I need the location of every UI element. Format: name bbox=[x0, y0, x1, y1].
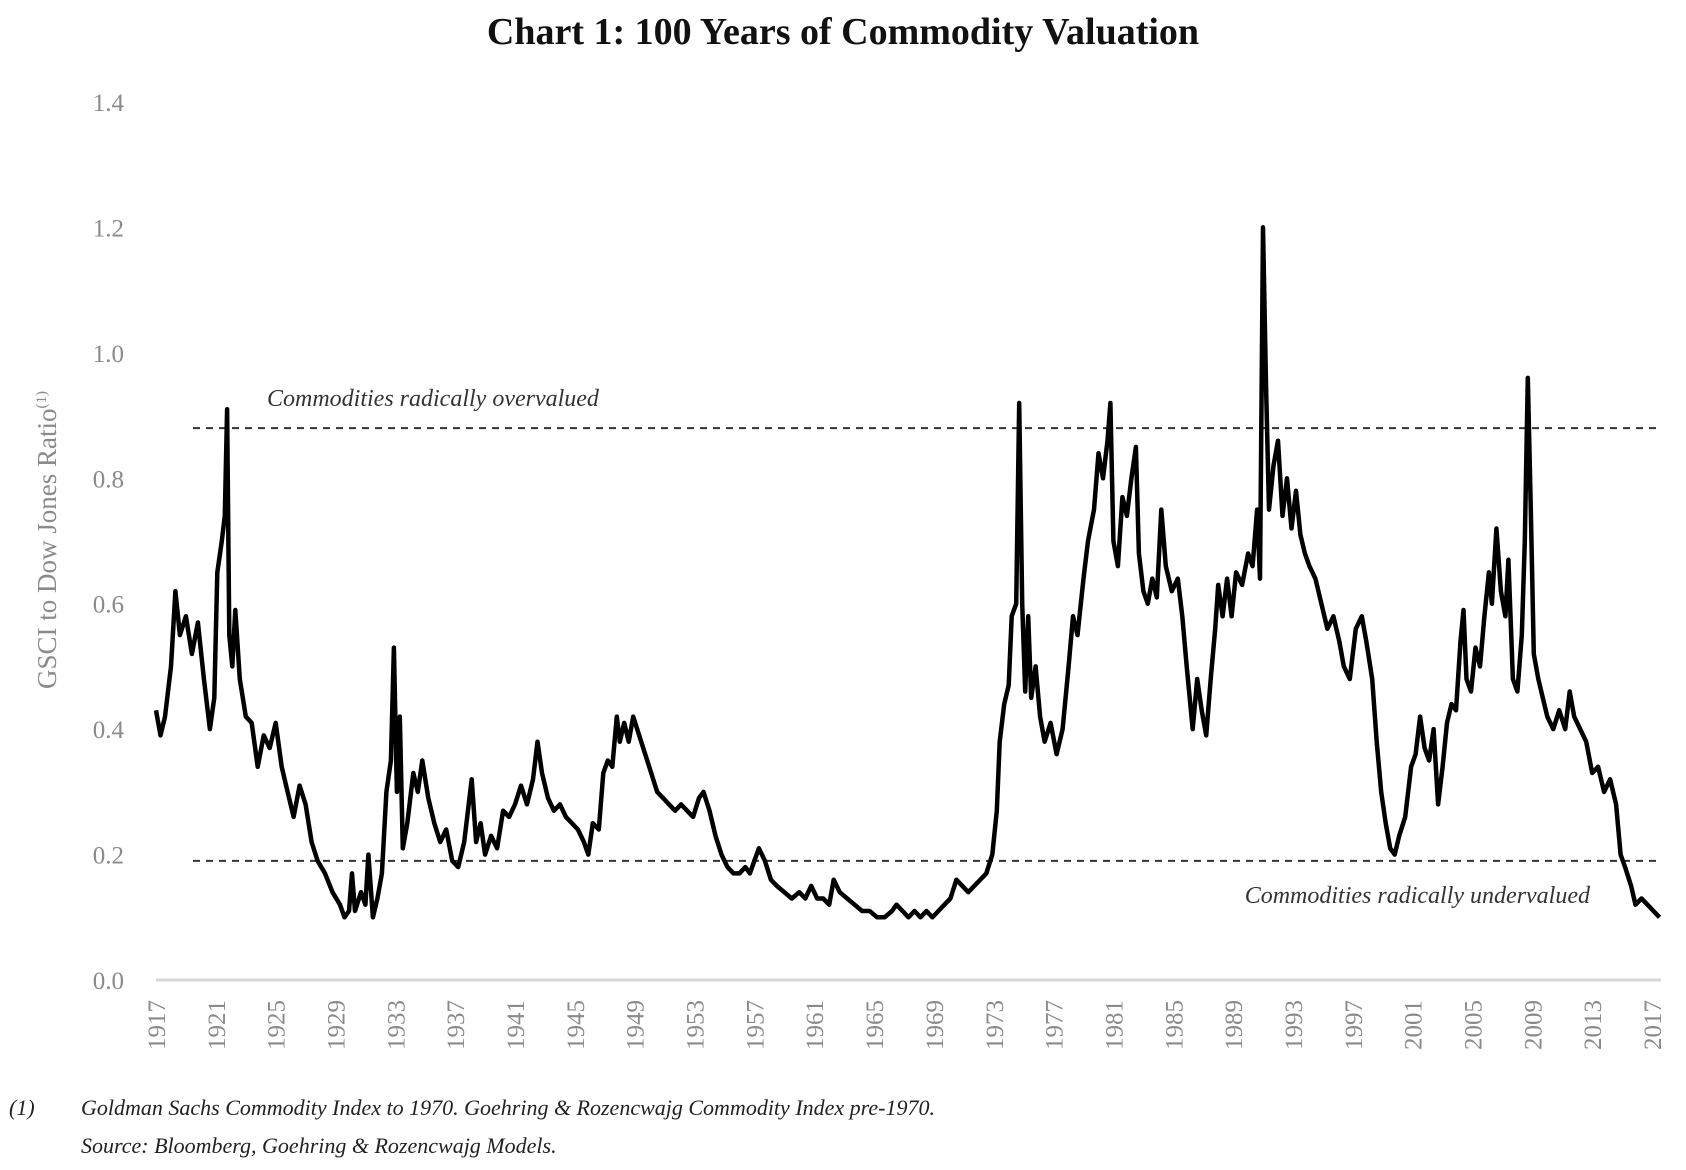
x-tick-label: 1977 bbox=[1042, 1000, 1069, 1050]
x-tick-label: 1997 bbox=[1341, 1000, 1368, 1050]
x-tick-label: 1985 bbox=[1161, 1000, 1188, 1050]
y-tick-label: 1.2 bbox=[93, 215, 124, 242]
y-axis-label-text: GSCI to Dow Jones Ratio bbox=[32, 408, 62, 689]
x-tick-label: 2005 bbox=[1460, 1000, 1487, 1050]
x-tick-label: 2013 bbox=[1580, 1000, 1607, 1050]
x-tick-label: 1969 bbox=[922, 1000, 949, 1050]
x-tick-label: 1929 bbox=[324, 1000, 351, 1050]
x-axis-ticks: 1917 1921 1925 1929 1933 1937 1941 1945 1949 1953… bbox=[144, 1000, 1667, 1050]
x-tick-label: 1941 bbox=[503, 1000, 530, 1050]
x-tick-label: 1933 bbox=[383, 1000, 410, 1050]
x-tick-label: 1961 bbox=[802, 1000, 829, 1050]
x-tick-label: 1937 bbox=[443, 1000, 470, 1050]
x-tick-label: 1981 bbox=[1101, 1000, 1128, 1050]
x-tick-label: 1925 bbox=[264, 1000, 291, 1050]
y-tick-label: 1.4 bbox=[93, 90, 125, 117]
x-tick-label: 2001 bbox=[1401, 1000, 1428, 1050]
series-line bbox=[153, 225, 1662, 920]
reference-line-label: Commodities radically undervalued bbox=[1245, 883, 1591, 909]
y-axis-label: GSCI to Dow Jones Ratio(1) bbox=[32, 391, 62, 689]
y-tick-label: 0.6 bbox=[93, 592, 124, 619]
footnote-source: Source: Bloomberg, Goehring & Rozencwajg… bbox=[81, 1133, 557, 1158]
x-tick-label: 1957 bbox=[742, 1000, 769, 1050]
y-tick-label: 0.8 bbox=[93, 466, 124, 493]
y-tick-label: 0.0 bbox=[93, 968, 124, 995]
x-tick-label: 2009 bbox=[1520, 1000, 1547, 1050]
reference-lines: Commodities radically overvalued Commodit… bbox=[193, 386, 1661, 909]
x-tick-label: 1945 bbox=[563, 1000, 590, 1050]
x-tick-label: 2017 bbox=[1640, 1000, 1667, 1050]
x-tick-label: 1949 bbox=[623, 1000, 650, 1050]
y-tick-label: 0.2 bbox=[93, 843, 124, 870]
x-tick-label: 1953 bbox=[683, 1000, 710, 1050]
x-tick-label: 1965 bbox=[862, 1000, 889, 1050]
x-tick-label: 1921 bbox=[204, 1000, 231, 1050]
x-tick-label: 1993 bbox=[1281, 1000, 1308, 1050]
footnote-marker: (1) bbox=[9, 1095, 35, 1120]
x-tick-label: 1973 bbox=[982, 1000, 1009, 1050]
footnote-line-1: Goldman Sachs Commodity Index to 1970. G… bbox=[81, 1095, 936, 1120]
y-tick-label: 1.0 bbox=[93, 341, 124, 368]
x-tick-label: 1989 bbox=[1221, 1000, 1248, 1050]
reference-line-label: Commodities radically overvalued bbox=[267, 386, 600, 412]
x-tick-label: 1917 bbox=[144, 1000, 171, 1050]
chart-title: Chart 1: 100 Years of Commodity Valuatio… bbox=[486, 11, 1200, 53]
y-axis-label-superscript: (1) bbox=[34, 391, 50, 409]
y-axis-ticks: 0.0 0.2 0.4 0.6 0.8 1.0 1.2 1.4 bbox=[93, 90, 125, 995]
y-tick-label: 0.4 bbox=[93, 717, 125, 744]
